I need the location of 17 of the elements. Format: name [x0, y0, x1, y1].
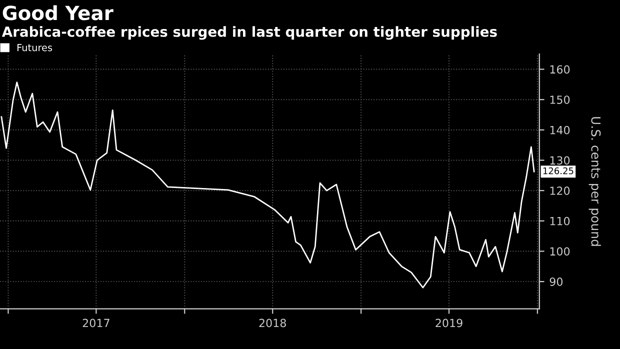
y-tick-label: 110	[550, 216, 570, 226]
y-tick-label: 150	[550, 96, 570, 104]
chart-title: Good Year	[2, 5, 114, 20]
y-tick-label: 120	[550, 186, 570, 195]
line-series	[0, 82, 535, 288]
y-tick-label: 90	[550, 278, 563, 286]
x-tick-label: 2017	[82, 318, 110, 328]
x-tick-label: 2018	[259, 318, 286, 328]
y-tick-label: 130	[550, 156, 570, 165]
y-tick-label: 140	[550, 126, 570, 134]
chart-subtitle: Arabica-coffee rpices surged in last quarter on tighter supplies	[2, 26, 497, 40]
x-tick-label: 2019	[436, 318, 462, 328]
data-label: 126.25	[543, 167, 574, 174]
y-tick-label: 100	[550, 247, 570, 256]
legend-label: Futures	[17, 44, 52, 52]
y-axis-title: U.S. cents per pound	[588, 117, 601, 246]
y-tick-label: 160	[550, 65, 570, 74]
